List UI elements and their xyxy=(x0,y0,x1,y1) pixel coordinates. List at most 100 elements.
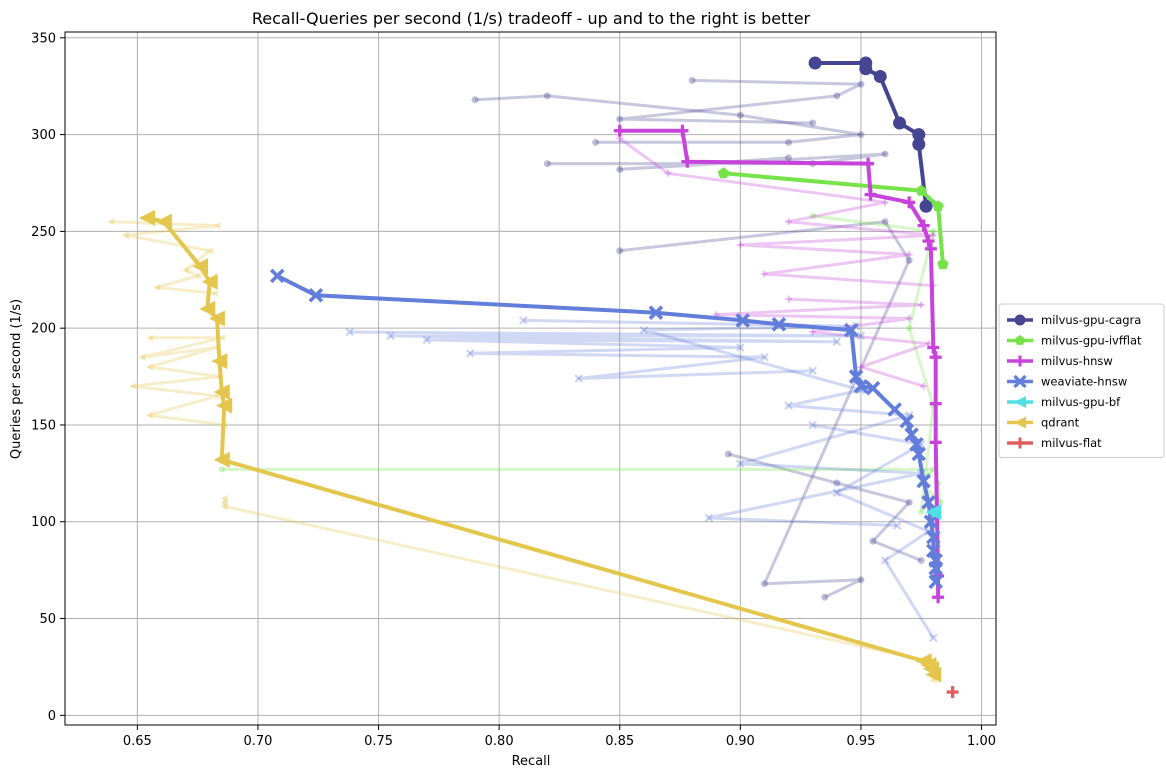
faint-data-point xyxy=(905,256,913,264)
faint-data-point xyxy=(422,335,432,345)
legend-marker xyxy=(1013,374,1027,389)
x-tick-label: 1.00 xyxy=(967,734,996,749)
faint-data-point xyxy=(857,131,865,139)
data-point xyxy=(199,300,216,317)
faint-data-point xyxy=(881,198,889,206)
faint-data-point xyxy=(937,498,944,506)
faint-data-point xyxy=(639,325,649,335)
data-point xyxy=(139,209,156,226)
faint-data-point xyxy=(121,231,129,239)
data-point xyxy=(201,273,218,290)
data-point xyxy=(929,351,942,364)
series-layer xyxy=(139,56,959,699)
faint-data-point xyxy=(833,479,841,487)
data-point xyxy=(925,504,942,521)
faint-data-point xyxy=(832,337,842,346)
faint-data-point xyxy=(832,488,842,497)
faint-data-point xyxy=(833,92,841,100)
faint-data-point xyxy=(688,76,696,84)
y-tick-label: 150 xyxy=(31,418,56,433)
y-tick-label: 50 xyxy=(39,612,56,627)
faint-data-point xyxy=(785,295,793,303)
series-line-weaviate-hnsw xyxy=(276,274,938,582)
faint-data-point xyxy=(905,498,913,506)
faint-data-point xyxy=(736,343,745,352)
faint-data-point xyxy=(220,502,228,510)
faint-data-point xyxy=(386,331,395,341)
data-point xyxy=(911,446,927,462)
faint-data-point xyxy=(153,284,161,292)
faint-series-layer xyxy=(107,76,944,684)
data-point xyxy=(213,384,230,401)
series-faint-line xyxy=(221,468,942,504)
faint-data-point xyxy=(760,352,769,362)
faint-data-point xyxy=(704,513,714,523)
data-point xyxy=(681,155,694,168)
faint-data-point xyxy=(760,270,768,278)
plot-frame xyxy=(64,31,997,726)
data-point xyxy=(155,213,172,230)
faint-data-point xyxy=(785,138,793,146)
data-point xyxy=(717,167,730,179)
legend-marker xyxy=(1014,416,1026,429)
series-line-milvus-gpu-ivfflat xyxy=(723,171,945,265)
legend-label: weaviate-hnsw xyxy=(1041,375,1127,389)
legend-marker xyxy=(1014,437,1026,449)
legend-label: milvus-flat xyxy=(1041,436,1102,450)
data-point xyxy=(844,322,859,338)
data-point xyxy=(735,313,751,328)
faint-data-point xyxy=(145,411,153,419)
legend-label: milvus-hnsw xyxy=(1041,354,1113,368)
series-faint-line xyxy=(523,318,923,528)
data-point xyxy=(192,258,209,275)
series-faint-line xyxy=(727,452,922,562)
faint-data-point xyxy=(905,314,913,322)
legend-marker xyxy=(1014,355,1026,367)
faint-data-point xyxy=(784,401,793,410)
data-point xyxy=(912,128,926,142)
x-axis-title: Recall xyxy=(512,754,551,769)
faint-data-point xyxy=(917,508,925,515)
faint-data-point xyxy=(857,363,865,371)
y-axis: 0 50 100 150 200 250 300 350 xyxy=(31,31,65,724)
y-tick-label: 200 xyxy=(31,322,56,337)
series-faint-line xyxy=(131,336,225,427)
data-point xyxy=(927,341,940,354)
faint-data-point xyxy=(929,231,937,239)
faint-data-point xyxy=(145,334,153,342)
faint-data-point xyxy=(905,324,913,331)
data-point xyxy=(771,317,787,332)
faint-data-point xyxy=(145,363,153,371)
data-point xyxy=(613,124,626,137)
legend-marker xyxy=(1014,335,1026,345)
legend-marker xyxy=(1014,396,1026,408)
series-faint-line xyxy=(222,498,935,681)
y-tick-label: 250 xyxy=(31,225,56,240)
legend-box xyxy=(998,303,1165,458)
faint-data-point xyxy=(107,218,115,226)
faint-data-point xyxy=(881,218,889,226)
series-faint-line xyxy=(812,423,935,639)
faint-data-point xyxy=(881,150,889,158)
x-tick-label: 0.70 xyxy=(243,734,272,749)
data-point xyxy=(216,397,233,414)
faint-data-point xyxy=(736,459,745,468)
legend-marker xyxy=(1014,314,1026,326)
data-point xyxy=(937,258,949,270)
faint-data-point xyxy=(724,450,732,458)
faint-data-point xyxy=(213,222,221,230)
x-axis: 0.65 0.70 0.75 0.80 0.85 0.90 0.95 1.00 xyxy=(123,725,996,749)
faint-data-point xyxy=(574,374,583,383)
data-point xyxy=(848,369,864,384)
data-point xyxy=(676,124,689,137)
data-point xyxy=(921,495,936,510)
faint-data-point xyxy=(543,92,551,100)
y-axis-title: Queries per second (1/s) xyxy=(9,299,24,459)
legend-label: milvus-gpu-bf xyxy=(1041,395,1121,409)
faint-data-point xyxy=(616,165,624,173)
data-point xyxy=(917,219,930,232)
series-faint-line xyxy=(812,214,935,513)
faint-data-point xyxy=(592,138,600,146)
data-point xyxy=(926,529,941,545)
